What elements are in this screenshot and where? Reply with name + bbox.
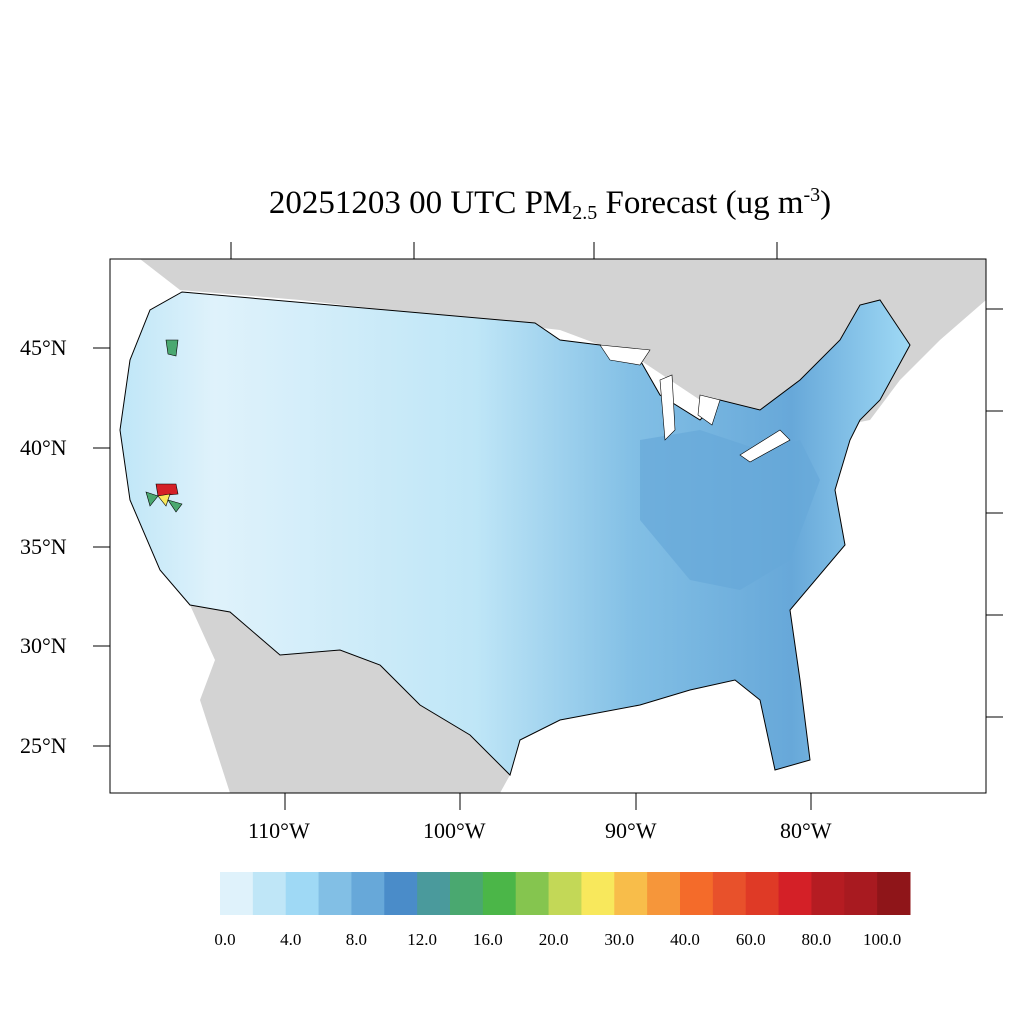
colorbar-label: 40.0 (670, 930, 700, 949)
lat-label: 40°N (20, 435, 67, 460)
colorbar-box (515, 872, 550, 915)
colorbar-label: 16.0 (472, 930, 503, 949)
colorbar-label: 8.0 (345, 930, 368, 949)
east-high-region (640, 430, 820, 590)
colorbar-box (285, 872, 320, 915)
canada-land (140, 259, 986, 430)
colorbar-label: 100.0 (863, 930, 902, 949)
colorbar-label: 80.0 (801, 930, 832, 949)
colorbar-box (252, 872, 287, 915)
ca-hotspot-green (145, 339, 183, 513)
colorbar-box (581, 872, 615, 915)
lon-label: 100°W (423, 818, 486, 843)
great-lakes (599, 344, 791, 463)
colorbar-label: 12.0 (407, 930, 438, 949)
colorbar-label: 60.0 (735, 930, 766, 949)
lat-label: 45°N (20, 335, 67, 360)
colorbar-box (548, 872, 582, 915)
colorbar-box (318, 872, 352, 915)
colorbar-label: 20.0 (538, 930, 569, 949)
ca-hotspot (155, 483, 179, 497)
colorbar-label: 4.0 (280, 930, 302, 949)
colorbar-label: 0.0 (214, 930, 236, 949)
colorbar-box (220, 872, 254, 915)
colorbar-label: 30.0 (604, 930, 635, 949)
lat-label: 35°N (20, 534, 67, 559)
colorbar-box (647, 872, 681, 915)
chart-title: 20251203 00 UTC PM2.5 Forecast (ug m-3) (268, 184, 832, 224)
lon-label: 110°W (248, 818, 310, 843)
colorbar-box (614, 872, 648, 915)
colorbar-box (450, 872, 484, 915)
colorbar-box (351, 872, 385, 915)
colorbar-box (384, 872, 418, 915)
lat-label: 30°N (20, 633, 67, 658)
colorbar-box (877, 872, 911, 915)
plot-frame (109, 258, 987, 794)
colorbar-box (417, 872, 451, 915)
colorbar-box (482, 872, 517, 915)
mexico-land (190, 605, 510, 793)
lon-label: 90°W (605, 818, 657, 843)
lon-label: 80°W (780, 818, 832, 843)
colorbar-box (811, 872, 845, 915)
axis-ticks (93, 242, 1003, 810)
colorbar-box (778, 872, 812, 915)
colorbar-box (712, 872, 747, 915)
colorbar-box (680, 872, 714, 915)
colorbar-box (844, 872, 878, 915)
lat-label: 25°N (20, 733, 67, 758)
colorbar-box (745, 872, 780, 915)
colorbar (220, 872, 911, 915)
